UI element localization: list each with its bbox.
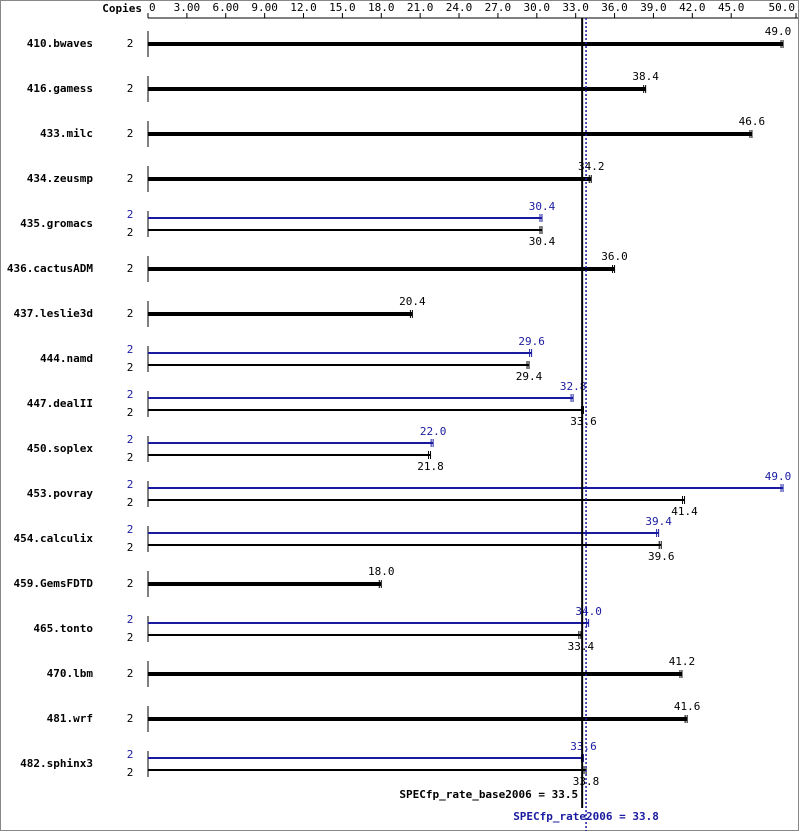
x-tick-label: 24.0: [446, 1, 473, 14]
value-label: 41.2: [669, 655, 696, 668]
copies: 2: [127, 226, 134, 239]
copies: 2: [127, 208, 134, 221]
category-label: 447.dealII: [27, 397, 93, 410]
copies: 2: [127, 478, 134, 491]
copies: 2: [127, 388, 134, 401]
x-tick-label: 15.0: [329, 1, 356, 14]
copies: 2: [127, 433, 134, 446]
category-label: 437.leslie3d: [14, 307, 93, 320]
copies: 2: [127, 523, 134, 536]
copies: 2: [127, 361, 134, 374]
x-axis-label: Copies: [102, 2, 142, 15]
x-tick-label: 0: [149, 1, 156, 14]
value-label: 22.0: [420, 425, 447, 438]
copies: 2: [127, 667, 134, 680]
copies: 2: [127, 766, 134, 779]
copies: 2: [127, 37, 134, 50]
value-label: 32.8: [560, 380, 587, 393]
value-label: 39.6: [648, 550, 675, 563]
copies: 2: [127, 262, 134, 275]
value-label: 34.2: [578, 160, 605, 173]
value-label: 33.6: [570, 740, 597, 753]
copies: 2: [127, 82, 134, 95]
category-label: 465.tonto: [33, 622, 93, 635]
value-label: 34.0: [575, 605, 602, 618]
copies: 2: [127, 343, 134, 356]
copies: 2: [127, 406, 134, 419]
value-label: 49.0: [765, 470, 792, 483]
category-label: 453.povray: [27, 487, 94, 500]
copies: 2: [127, 541, 134, 554]
value-label: 30.4: [529, 200, 556, 213]
value-label: 29.6: [518, 335, 545, 348]
value-label: 18.0: [368, 565, 395, 578]
value-label: 38.4: [632, 70, 659, 83]
value-label: 36.0: [601, 250, 628, 263]
category-label: 416.gamess: [27, 82, 93, 95]
x-tick-label: 30.0: [524, 1, 551, 14]
reference-label: SPECfp_rate2006 = 33.8: [513, 810, 659, 823]
category-label: 444.namd: [40, 352, 93, 365]
category-label: 459.GemsFDTD: [14, 577, 94, 590]
category-label: 436.cactusADM: [7, 262, 93, 275]
value-label: 33.6: [570, 415, 597, 428]
copies: 2: [127, 613, 134, 626]
copies: 2: [127, 496, 134, 509]
value-label: 41.4: [671, 505, 698, 518]
value-label: 21.8: [417, 460, 444, 473]
x-tick-label: 39.0: [640, 1, 667, 14]
copies: 2: [127, 451, 134, 464]
value-label: 46.6: [739, 115, 766, 128]
category-label: 434.zeusmp: [27, 172, 94, 185]
value-label: 29.4: [516, 370, 543, 383]
value-label: 30.4: [529, 235, 556, 248]
x-tick-label: 9.00: [251, 1, 278, 14]
category-label: 454.calculix: [14, 532, 94, 545]
value-label: 49.0: [765, 25, 792, 38]
x-tick-label: 36.0: [601, 1, 628, 14]
copies: 2: [127, 127, 134, 140]
category-label: 470.lbm: [47, 667, 94, 680]
copies: 2: [127, 172, 134, 185]
copies: 2: [127, 748, 134, 761]
reference-label: SPECfp_rate_base2006 = 33.5: [399, 788, 578, 801]
x-tick-label: 45.0: [718, 1, 745, 14]
x-tick-label: 27.0: [485, 1, 512, 14]
value-label: 33.8: [573, 775, 600, 788]
copies: 2: [127, 712, 134, 725]
value-label: 33.4: [568, 640, 595, 653]
value-label: 41.6: [674, 700, 701, 713]
category-label: 482.sphinx3: [20, 757, 93, 770]
x-tick-label: 3.00: [174, 1, 201, 14]
x-tick-label: 21.0: [407, 1, 434, 14]
category-label: 481.wrf: [47, 712, 93, 725]
value-label: 39.4: [645, 515, 672, 528]
x-tick-label: 6.00: [213, 1, 240, 14]
copies: 2: [127, 631, 134, 644]
x-tick-label: 50.0: [769, 1, 796, 14]
x-tick-label: 33.0: [562, 1, 589, 14]
category-label: 410.bwaves: [27, 37, 93, 50]
category-label: 433.milc: [40, 127, 93, 140]
copies: 2: [127, 577, 134, 590]
value-label: 20.4: [399, 295, 426, 308]
copies: 2: [127, 307, 134, 320]
category-label: 450.soplex: [27, 442, 94, 455]
x-tick-label: 42.0: [679, 1, 706, 14]
x-tick-label: 18.0: [368, 1, 395, 14]
category-label: 435.gromacs: [20, 217, 93, 230]
x-tick-label: 12.0: [290, 1, 317, 14]
